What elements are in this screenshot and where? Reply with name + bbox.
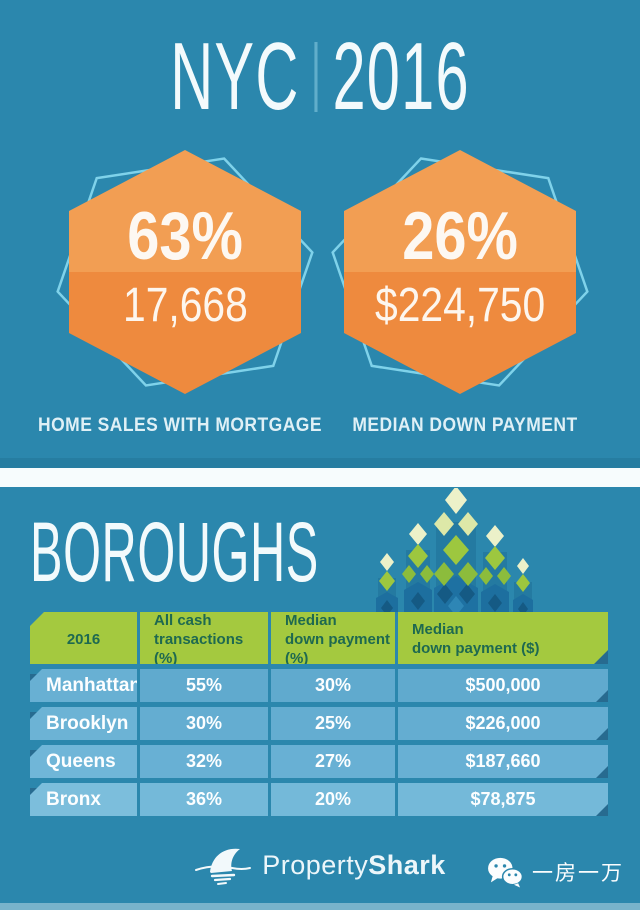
boroughs-table: 2016 All cash transactions (%) Median do… — [30, 612, 608, 816]
stat-percent: 63% — [127, 198, 243, 274]
stat-value: $224,750 — [374, 279, 546, 332]
median-down-usd-value: $500,000 — [395, 669, 608, 702]
stat-percent: 26% — [402, 198, 518, 274]
hexagon-outline-icon — [56, 157, 314, 387]
table-row-manhattan: Manhattan 55% 30% $500,000 — [30, 669, 608, 702]
property-shark-logo: PropertyShark — [0, 840, 640, 890]
stat-home-sales-hexagon: 63% 17,668 — [56, 150, 314, 394]
wechat-icon — [488, 857, 524, 888]
title-year: 2016 — [332, 23, 470, 130]
hexagon-outline-icon — [331, 157, 589, 387]
median-down-pct-value: 30% — [268, 669, 395, 702]
median-down-usd-value: $187,660 — [395, 745, 608, 778]
wechat-watermark: 一房一万 — [486, 856, 624, 888]
brand-name: PropertyShark — [262, 850, 446, 881]
all-cash-value: 32% — [137, 745, 268, 778]
median-down-pct-value: 20% — [268, 783, 395, 816]
median-down-pct-value: 27% — [268, 745, 395, 778]
all-cash-value: 30% — [137, 707, 268, 740]
median-down-pct-value: 25% — [268, 707, 395, 740]
median-down-usd-value: $226,000 — [395, 707, 608, 740]
title-city: NYC — [170, 23, 300, 130]
shark-fin-icon — [195, 848, 252, 885]
table-header-row: 2016 All cash transactions (%) Median do… — [30, 612, 608, 664]
stat-down-payment-label: MEDIAN DOWN PAYMENT — [352, 415, 578, 436]
city-skyline-icon — [376, 488, 533, 612]
brand-name-light: Property — [262, 849, 369, 880]
borough-name: Manhattan — [30, 669, 137, 702]
boroughs-heading: BOROUGHS — [30, 505, 319, 599]
header-median-down-usd: Median down payment ($) — [395, 612, 608, 668]
brand-name-bold: Shark — [368, 849, 446, 880]
borough-name: Brooklyn — [30, 707, 137, 740]
section-divider — [0, 468, 640, 487]
table-row-bronx: Bronx 36% 20% $78,875 — [30, 783, 608, 816]
table-row-queens: Queens 32% 27% $187,660 — [30, 745, 608, 778]
stat-home-sales-label: HOME SALES WITH MORTGAGE — [38, 415, 322, 436]
borough-name: Queens — [30, 745, 137, 778]
table-row-brooklyn: Brooklyn 30% 25% $226,000 — [30, 707, 608, 740]
header-all-cash: All cash transactions (%) — [137, 612, 268, 668]
all-cash-value: 36% — [137, 783, 268, 816]
median-down-usd-value: $78,875 — [395, 783, 608, 816]
watermark-text: 一房一万 — [532, 862, 624, 885]
bottom-edge-strip — [0, 903, 640, 910]
title-divider-line — [314, 42, 318, 112]
all-cash-value: 55% — [137, 669, 268, 702]
stat-down-payment-hexagon: 26% $224,750 — [331, 150, 589, 394]
stat-value: 17,668 — [122, 279, 248, 332]
page-title: NYC 2016 — [122, 22, 519, 132]
borough-name: Bronx — [30, 783, 137, 816]
header-year: 2016 — [30, 612, 137, 668]
header-median-down-pct: Median down payment (%) — [268, 612, 395, 668]
divider-shadow — [0, 458, 640, 468]
